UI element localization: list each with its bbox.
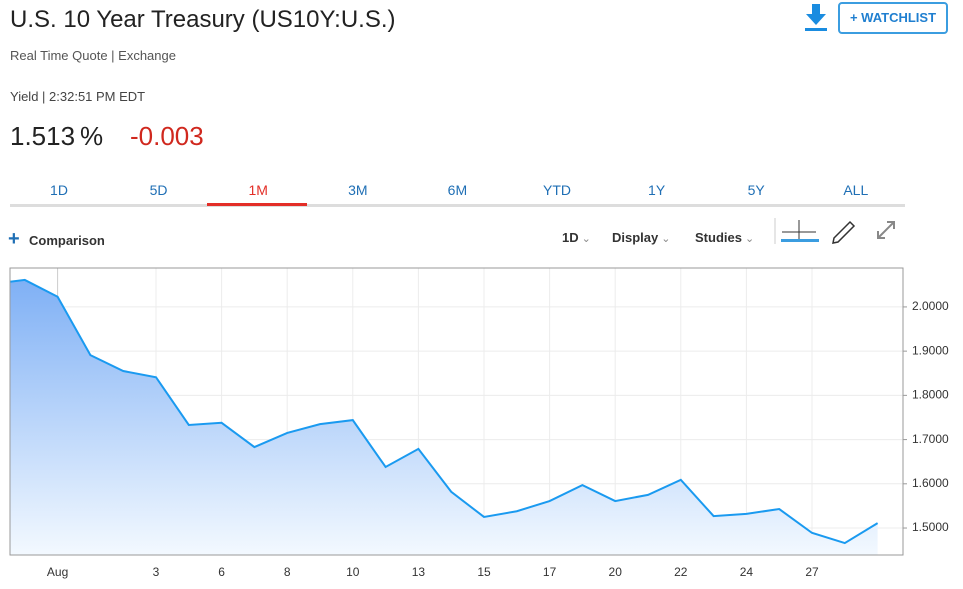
price-change: -0.003: [130, 121, 204, 151]
download-icon[interactable]: [803, 2, 829, 32]
plus-icon: +: [8, 228, 20, 250]
x-tick-label: 24: [740, 565, 754, 579]
range-tab[interactable]: 6M: [447, 182, 468, 198]
price-unit: %: [80, 121, 104, 151]
y-tick-label: 1.7000: [912, 432, 949, 446]
x-tick-label: 10: [346, 565, 360, 579]
interval-dropdown[interactable]: 1D: [562, 230, 591, 245]
y-tick-label: 1.5000: [912, 520, 949, 534]
tab-underline: [10, 204, 905, 207]
range-tab[interactable]: 1M: [248, 182, 268, 198]
price: 1.513: [10, 121, 76, 151]
display-dropdown[interactable]: Display: [612, 230, 671, 245]
studies-dropdown[interactable]: Studies: [695, 230, 754, 245]
y-tick-label: 1.9000: [912, 343, 949, 357]
tool-icons: [774, 218, 895, 244]
x-tick-label: 8: [284, 565, 291, 579]
tab-active-indicator: [207, 203, 308, 206]
y-tick-label: 1.8000: [912, 388, 949, 402]
x-tick-label: 17: [543, 565, 557, 579]
title: U.S. 10 Year Treasury (US10Y:U.S.): [10, 6, 396, 33]
x-tick-label: 22: [674, 565, 688, 579]
draw-tool[interactable]: [832, 220, 856, 244]
x-tick-label: 20: [609, 565, 623, 579]
plot-frame: [9, 267, 904, 556]
x-tick-label: Aug: [47, 565, 68, 579]
watchlist-button[interactable]: + WATCHLIST: [838, 2, 948, 34]
comparison-button[interactable]: Comparison: [29, 233, 105, 248]
range-tab[interactable]: YTD: [543, 182, 571, 198]
x-tick-label: 3: [153, 565, 160, 579]
range-tab[interactable]: 1Y: [648, 182, 666, 198]
y-tick-label: 2.0000: [912, 299, 949, 313]
range-tab[interactable]: 1D: [50, 182, 68, 198]
x-tick-label: 15: [477, 565, 491, 579]
range-tab[interactable]: 3M: [348, 182, 368, 198]
series-line: [10, 278, 879, 545]
range-tab[interactable]: ALL: [843, 182, 869, 198]
x-tick-label: 13: [412, 565, 426, 579]
expand-tool[interactable]: [877, 221, 895, 239]
plot: [10, 278, 879, 555]
crosshair-tool[interactable]: [781, 220, 819, 242]
range-tab[interactable]: 5Y: [747, 182, 765, 198]
area-fill: [10, 279, 878, 555]
y-tick-label: 1.6000: [912, 476, 949, 490]
x-tick-label: 27: [805, 565, 819, 579]
quote-time: Yield | 2:32:51 PM EDT: [10, 89, 146, 104]
subtitle: Real Time Quote | Exchange: [10, 48, 176, 63]
x-tick-label: 6: [218, 565, 225, 579]
range-tab[interactable]: 5D: [149, 182, 168, 198]
